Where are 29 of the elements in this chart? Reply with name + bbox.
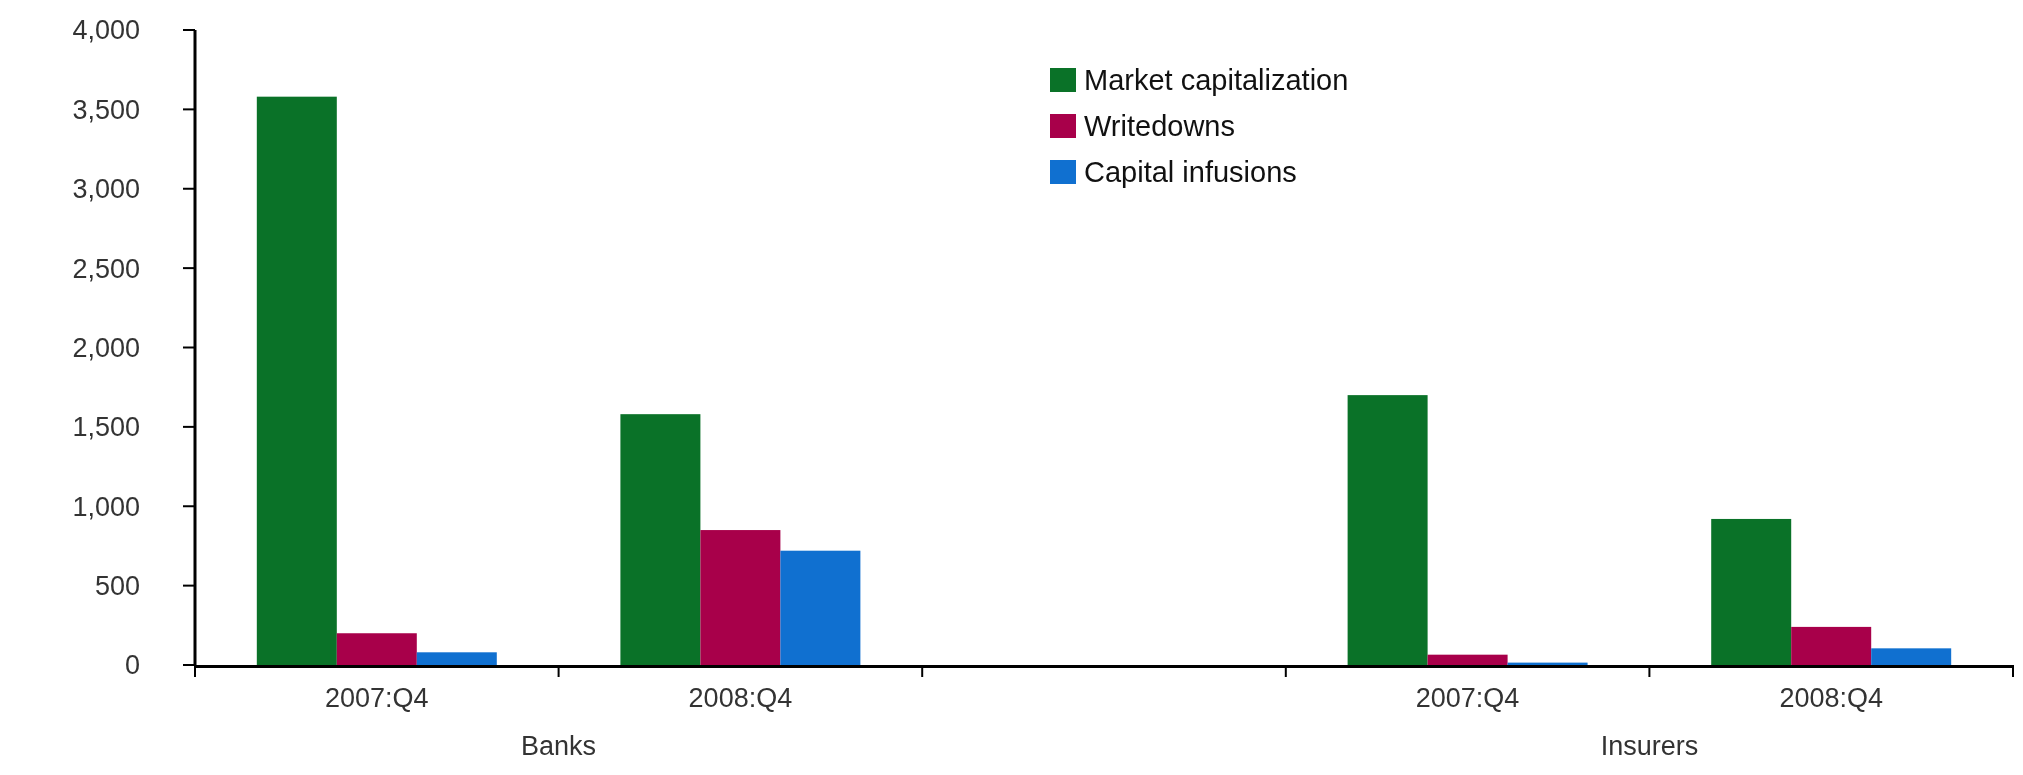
bar <box>1871 648 1952 665</box>
y-tick-label: 4,000 <box>72 15 140 46</box>
x-tick-label: 2007:Q4 <box>325 683 429 713</box>
text: Banks <box>521 731 597 761</box>
x-tick-label: 2008:Q4 <box>688 683 793 713</box>
bar <box>1711 518 1792 665</box>
bar <box>700 530 781 665</box>
bar <box>1791 626 1872 665</box>
x-tick-label: 2008:Q4 <box>1779 683 1883 713</box>
y-tick-label: 1,000 <box>72 491 140 522</box>
bar <box>1347 395 1428 665</box>
bar <box>336 633 417 665</box>
y-tick-label: 1,500 <box>72 412 140 443</box>
bar <box>620 414 701 665</box>
legend-label: Market capitalization <box>1084 64 1349 97</box>
legend-label: Capital infusions <box>1084 156 1297 189</box>
x-tick-label: 2007:Q4 <box>1415 683 1520 713</box>
bar <box>416 652 497 665</box>
bar <box>780 550 861 665</box>
y-tick-label: 500 <box>94 571 140 602</box>
text: Insurers <box>1600 731 1699 761</box>
y-tick-label: 0 <box>124 650 140 681</box>
bar <box>256 96 337 665</box>
y-tick-label: 2,000 <box>72 332 140 363</box>
y-tick-label: 3,000 <box>72 174 140 205</box>
bar <box>1427 654 1508 665</box>
y-tick-label: 3,500 <box>72 94 140 125</box>
y-tick-label: 2,500 <box>72 253 140 284</box>
legend-label: Writedowns <box>1084 110 1235 143</box>
